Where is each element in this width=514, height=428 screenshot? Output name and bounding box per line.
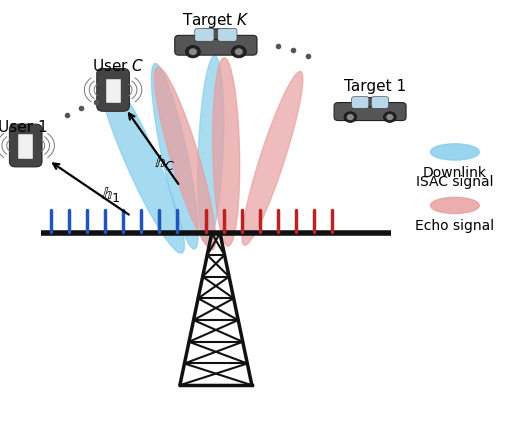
Bar (106, 79, 120, 103)
FancyBboxPatch shape (352, 97, 369, 108)
Circle shape (190, 49, 196, 54)
FancyBboxPatch shape (334, 103, 406, 121)
Ellipse shape (213, 58, 240, 246)
Text: User $C$: User $C$ (92, 58, 144, 74)
Circle shape (235, 49, 242, 54)
Text: ISAC signal: ISAC signal (416, 175, 493, 189)
FancyBboxPatch shape (195, 28, 214, 41)
Text: $\mathbb{h}_1$: $\mathbb{h}_1$ (101, 185, 120, 204)
FancyBboxPatch shape (97, 68, 130, 111)
Ellipse shape (430, 197, 479, 214)
Ellipse shape (152, 63, 198, 249)
Circle shape (387, 115, 393, 119)
Text: Downlink: Downlink (423, 166, 487, 180)
Text: User 1: User 1 (0, 120, 48, 135)
Text: $\mathbb{h}_C$: $\mathbb{h}_C$ (154, 153, 175, 172)
Circle shape (344, 112, 357, 122)
Ellipse shape (242, 71, 303, 245)
FancyBboxPatch shape (218, 28, 237, 41)
Circle shape (347, 115, 353, 119)
Ellipse shape (430, 144, 479, 160)
Text: Echo signal: Echo signal (415, 219, 494, 233)
Circle shape (231, 45, 246, 58)
Text: Target $K$: Target $K$ (182, 11, 250, 30)
Circle shape (186, 45, 200, 58)
Polygon shape (353, 98, 388, 107)
Ellipse shape (98, 68, 185, 253)
FancyBboxPatch shape (9, 124, 42, 167)
Ellipse shape (198, 56, 224, 244)
FancyBboxPatch shape (175, 36, 257, 55)
Polygon shape (195, 29, 236, 39)
Circle shape (383, 112, 396, 122)
Bar (19, 134, 33, 159)
Ellipse shape (154, 67, 216, 250)
FancyBboxPatch shape (371, 97, 389, 108)
Text: Target 1: Target 1 (344, 79, 406, 94)
